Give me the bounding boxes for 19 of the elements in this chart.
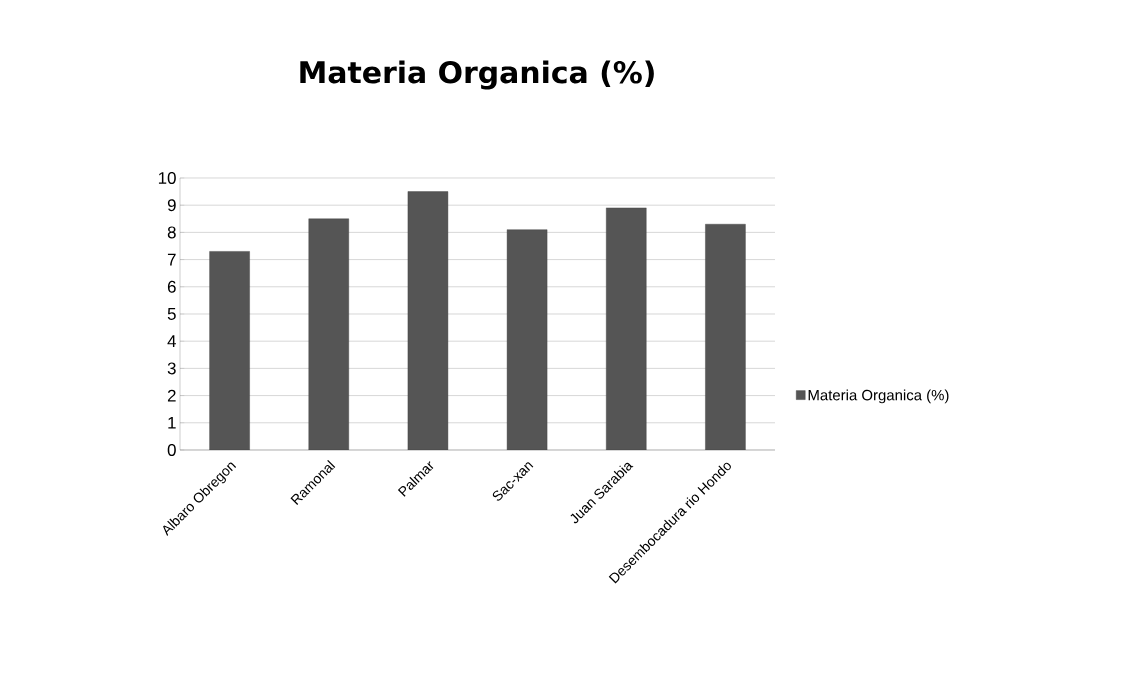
- y-tick-label: 2: [167, 389, 176, 402]
- y-tick-label: 4: [167, 335, 176, 348]
- bar: [506, 229, 548, 450]
- y-tick-label: 6: [167, 280, 176, 293]
- legend-label: Materia Organica (%): [808, 389, 949, 404]
- bar: [606, 207, 647, 450]
- chart-title: Materia Organica (%): [300, 60, 654, 90]
- y-tick-label: 7: [167, 253, 176, 266]
- bar: [407, 191, 449, 450]
- y-tick-label: 3: [167, 362, 176, 375]
- y-tick-label: 8: [167, 226, 176, 239]
- y-tick-label: 10: [158, 171, 176, 184]
- y-tick-label: 5: [167, 308, 176, 320]
- y-tick-label: 9: [167, 199, 176, 212]
- bar: [308, 218, 349, 450]
- bar: [209, 251, 250, 450]
- bar: [705, 224, 746, 450]
- y-tick-label: 0: [167, 443, 176, 456]
- y-tick-label: 1: [168, 416, 176, 429]
